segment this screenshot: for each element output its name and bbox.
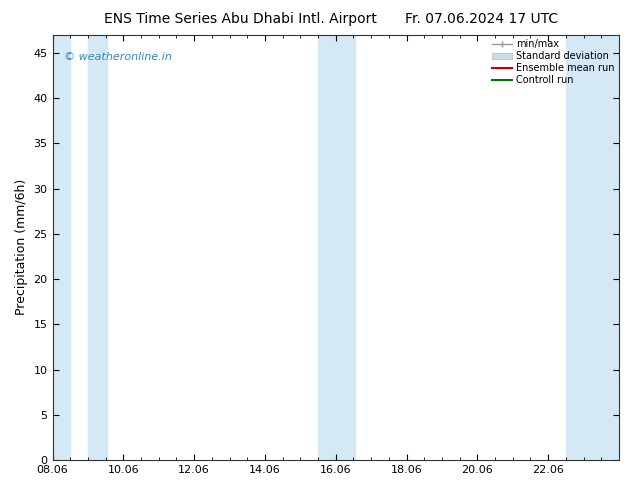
Bar bbox=[53, 35, 70, 460]
Legend: min/max, Standard deviation, Ensemble mean run, Controll run: min/max, Standard deviation, Ensemble me… bbox=[493, 40, 614, 85]
Bar bbox=[566, 35, 619, 460]
Text: © weatheronline.in: © weatheronline.in bbox=[64, 51, 172, 62]
Bar bbox=[318, 35, 355, 460]
Y-axis label: Precipitation (mm/6h): Precipitation (mm/6h) bbox=[15, 179, 28, 316]
Bar bbox=[88, 35, 107, 460]
Text: ENS Time Series Abu Dhabi Intl. Airport: ENS Time Series Abu Dhabi Intl. Airport bbox=[105, 12, 377, 26]
Text: Fr. 07.06.2024 17 UTC: Fr. 07.06.2024 17 UTC bbox=[405, 12, 559, 26]
